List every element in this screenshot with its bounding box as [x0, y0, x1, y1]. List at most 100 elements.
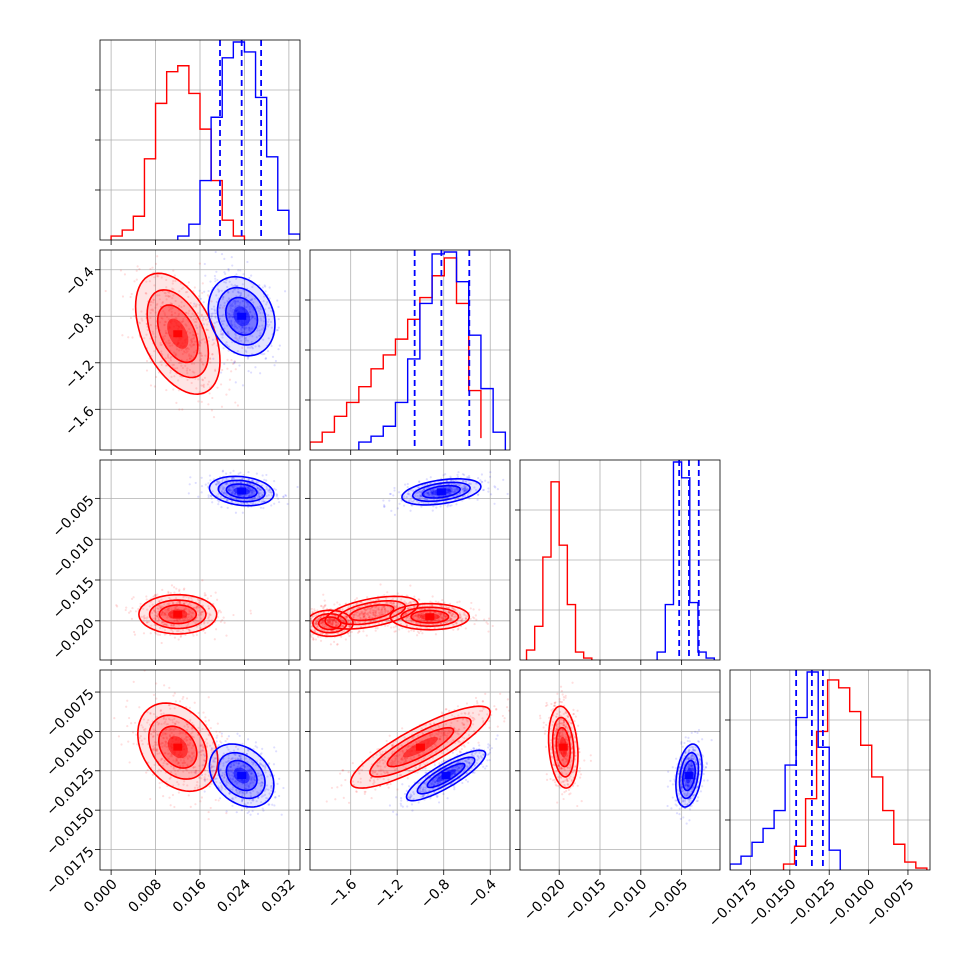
sample-point	[153, 730, 156, 733]
sample-point	[158, 600, 161, 603]
sample-point	[169, 344, 172, 347]
sample-point	[189, 339, 193, 342]
sample-point	[137, 607, 140, 611]
sample-point	[193, 606, 196, 609]
sample-point	[236, 326, 239, 330]
sample-point	[229, 303, 232, 307]
sample-point	[244, 336, 248, 340]
sample-point	[153, 763, 156, 766]
sample-point	[258, 345, 261, 348]
sample-point	[458, 612, 461, 615]
sample-point	[231, 490, 235, 493]
sample-point	[446, 620, 449, 623]
sample-point	[244, 349, 247, 352]
sample-point	[247, 294, 250, 297]
sample-point	[418, 613, 421, 616]
sample-point	[218, 289, 221, 292]
sample-point	[251, 776, 254, 779]
sample-point	[356, 610, 359, 614]
sample-point	[263, 478, 266, 481]
sample-point	[199, 750, 202, 754]
sample-point	[235, 782, 238, 785]
sample-point	[306, 629, 308, 631]
sample-point	[193, 302, 196, 305]
sample-point	[188, 771, 191, 774]
sample-point	[161, 611, 164, 614]
sample-point	[241, 477, 244, 481]
sample-point	[260, 795, 263, 798]
sample-point	[251, 497, 254, 500]
sample-point	[247, 770, 250, 773]
sample-point	[234, 780, 237, 783]
sample-point	[204, 773, 207, 776]
sample-point	[201, 749, 204, 752]
sample-point	[242, 330, 245, 333]
sample-point	[142, 728, 146, 732]
sample-point	[228, 316, 231, 319]
sample-point	[146, 711, 149, 714]
sample-point	[207, 482, 210, 485]
sample-point	[396, 592, 400, 595]
sample-point	[169, 357, 172, 360]
joint-panel-1-2	[305, 459, 511, 665]
sample-point	[233, 492, 236, 495]
sample-point	[161, 620, 164, 623]
sample-point	[144, 727, 147, 731]
sample-point	[226, 761, 229, 764]
sample-point	[188, 628, 191, 631]
sample-point	[198, 611, 201, 614]
sample-point	[191, 730, 194, 733]
sample-point	[383, 607, 386, 610]
sample-point	[157, 275, 160, 278]
sample-point	[396, 616, 400, 619]
sample-point	[406, 607, 409, 610]
sample-point	[251, 347, 255, 350]
sample-point	[469, 617, 472, 621]
sample-point	[392, 626, 395, 629]
sample-point	[186, 346, 189, 350]
sample-point	[157, 604, 160, 607]
sample-point	[233, 492, 237, 496]
sample-point	[174, 760, 177, 763]
sample-point	[127, 611, 131, 614]
sample-point	[147, 718, 150, 722]
sample-point	[175, 587, 178, 590]
sample-point	[413, 595, 416, 598]
sample-point	[374, 612, 377, 615]
sample-point	[354, 598, 357, 601]
density-peak	[173, 743, 183, 751]
sample-point	[183, 725, 186, 728]
sample-point	[464, 627, 467, 630]
sample-point	[231, 290, 235, 293]
sample-point	[196, 607, 199, 610]
sample-point	[250, 491, 253, 495]
sample-point	[152, 595, 155, 598]
sample-point	[278, 344, 281, 347]
sample-point	[189, 805, 192, 809]
sample-point	[204, 354, 207, 357]
sample-point	[196, 786, 199, 789]
sample-point	[235, 789, 238, 792]
sample-point	[224, 739, 227, 743]
sample-point	[251, 335, 254, 338]
sample-point	[225, 482, 228, 485]
sample-point	[238, 734, 241, 737]
sample-point	[194, 771, 197, 775]
sample-point	[189, 301, 192, 305]
sample-point	[229, 496, 233, 499]
sample-point	[273, 804, 276, 807]
sample-point	[242, 764, 245, 767]
sample-point	[368, 599, 372, 602]
sample-point	[179, 602, 182, 605]
sample-point	[159, 769, 163, 772]
sample-point	[257, 778, 260, 781]
sample-point	[223, 271, 226, 274]
sample-point	[200, 617, 203, 620]
sample-point	[164, 364, 168, 367]
sample-point	[191, 312, 194, 315]
sample-point	[173, 619, 177, 622]
sample-point	[487, 630, 490, 633]
sample-point	[229, 471, 232, 474]
sample-point	[247, 786, 251, 789]
sample-point	[235, 779, 238, 782]
